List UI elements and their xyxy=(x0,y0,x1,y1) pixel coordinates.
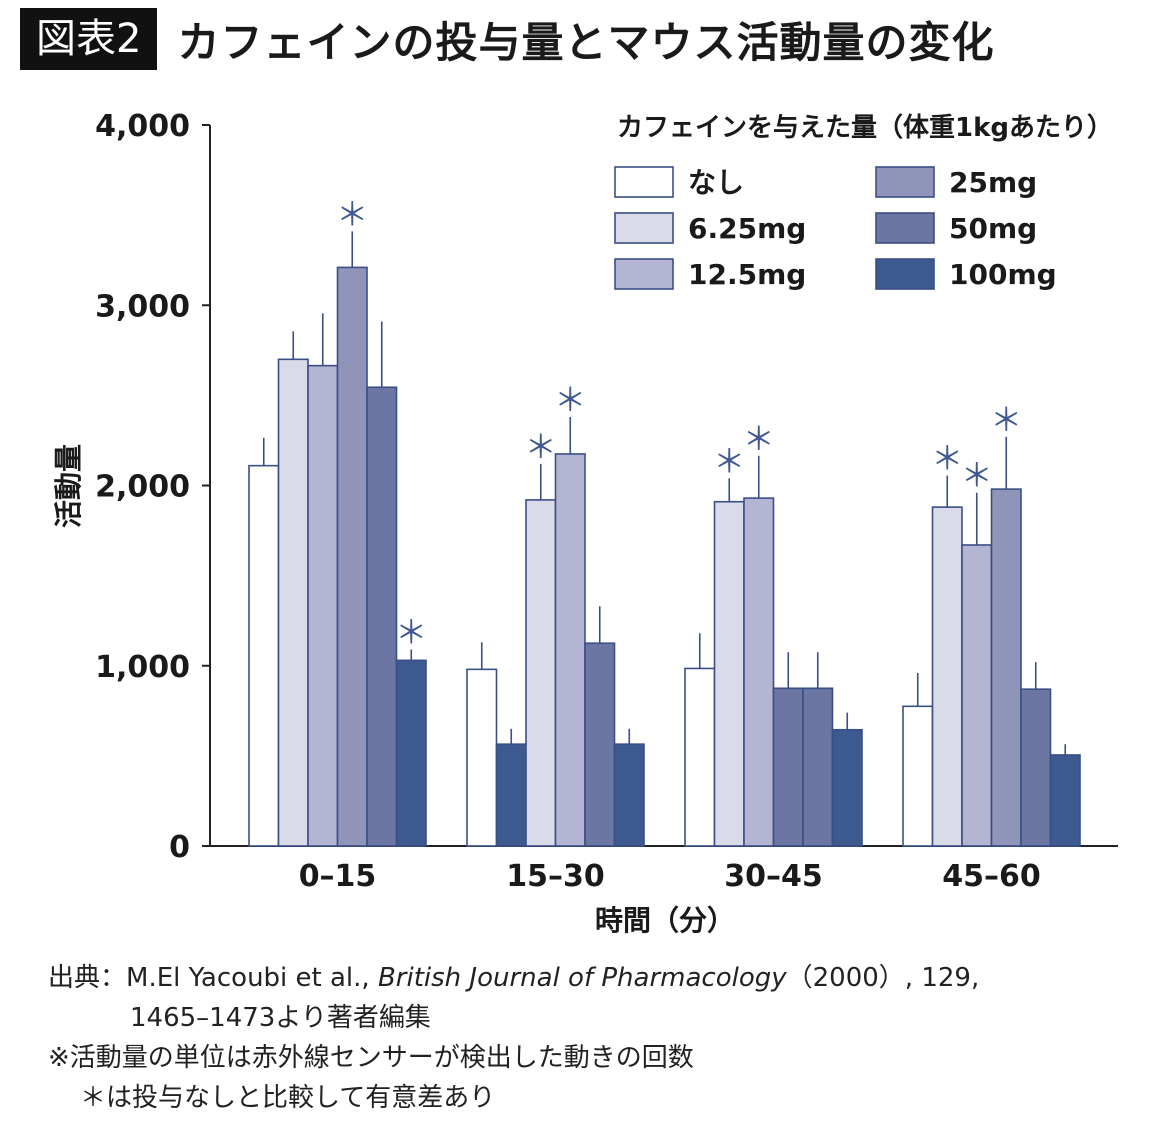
y-tick-label: 3,000 xyxy=(95,289,190,324)
significance-asterisk: ＊ xyxy=(990,401,1022,439)
y-tick-label: 0 xyxy=(169,830,190,865)
x-tick-label: 15–30 xyxy=(506,859,605,894)
bar xyxy=(584,642,616,847)
figure-header: 図表2 カフェインの投与量とマウス活動量の変化 xyxy=(20,8,994,70)
bar xyxy=(366,386,398,847)
bar xyxy=(525,499,557,847)
legend-swatch xyxy=(614,212,674,244)
x-tick-label: 0–15 xyxy=(299,859,377,894)
bar xyxy=(990,488,1022,847)
legend-swatch xyxy=(875,166,935,198)
significance-asterisk: ＊ xyxy=(554,381,586,419)
bar xyxy=(1020,688,1052,847)
bar xyxy=(307,364,339,847)
significance-asterisk: ＊ xyxy=(961,457,993,495)
legend-swatch xyxy=(875,258,935,290)
bar xyxy=(802,687,834,847)
figure-footer: 出典：M.El Yacoubi et al., British Journal … xyxy=(48,958,979,1118)
significance-asterisk: ＊ xyxy=(525,428,557,466)
significance-asterisk: ＊ xyxy=(395,614,427,652)
legend-swatch xyxy=(614,166,674,198)
bar xyxy=(831,728,863,847)
y-axis-label: 活動量 xyxy=(52,444,85,528)
significance-asterisk: ＊ xyxy=(931,440,963,478)
bar xyxy=(713,500,745,847)
bar xyxy=(1049,754,1081,847)
note-significance: ＊は投与なしと比較して有意差あり xyxy=(80,1083,496,1113)
bar xyxy=(395,659,427,847)
legend-label: 25mg xyxy=(949,166,1037,199)
source-rest: （2000）, 129, xyxy=(786,963,980,993)
significance-asterisk: ＊ xyxy=(713,442,745,480)
y-tick-label: 4,000 xyxy=(95,109,190,144)
bar-chart: 01,0002,0003,0004,000活動量＊＊0–15＊＊15–30＊＊3… xyxy=(52,109,1118,937)
source-line-2: 1465–1473より著者編集 xyxy=(130,1003,431,1033)
y-tick-label: 1,000 xyxy=(95,650,190,685)
bar xyxy=(554,453,586,847)
source-authors: M.El Yacoubi et al., xyxy=(126,963,378,993)
bar xyxy=(902,705,934,847)
x-tick-label: 45–60 xyxy=(942,859,1041,894)
bar xyxy=(466,668,498,847)
bar xyxy=(277,358,309,847)
bar xyxy=(495,743,527,847)
y-tick-label: 2,000 xyxy=(95,470,190,505)
bar xyxy=(684,667,716,847)
legend-label: 6.25mg xyxy=(688,212,806,245)
bar xyxy=(743,497,775,847)
figure-title: カフェインの投与量とマウス活動量の変化 xyxy=(177,17,995,67)
legend-label: なし xyxy=(688,166,744,199)
x-tick-label: 30–45 xyxy=(724,859,823,894)
legend-title: カフェインを与えた量（体重1kgあたり） xyxy=(617,113,1113,143)
source-line: 出典：M.El Yacoubi et al., British Journal … xyxy=(48,958,979,998)
legend-label: 50mg xyxy=(949,212,1037,245)
legend-label: 12.5mg xyxy=(688,258,806,291)
x-axis-label: 時間（分） xyxy=(595,904,735,937)
source-label: 出典： xyxy=(48,963,127,993)
figure-badge: 図表2 xyxy=(20,8,158,70)
significance-asterisk: ＊ xyxy=(336,195,368,233)
bar xyxy=(931,506,963,847)
significance-asterisk: ＊ xyxy=(743,420,775,458)
source-journal: British Journal of Pharmacology xyxy=(377,963,787,993)
note-unit: ※活動量の単位は赤外線センサーが検出した動きの回数 xyxy=(48,1043,694,1073)
legend-label: 100mg xyxy=(949,258,1057,291)
bar xyxy=(248,464,280,847)
bar xyxy=(961,544,993,847)
bar xyxy=(336,266,368,847)
bar xyxy=(772,687,804,847)
legend-swatch xyxy=(614,258,674,290)
bar xyxy=(613,743,645,847)
legend-swatch xyxy=(875,212,935,244)
